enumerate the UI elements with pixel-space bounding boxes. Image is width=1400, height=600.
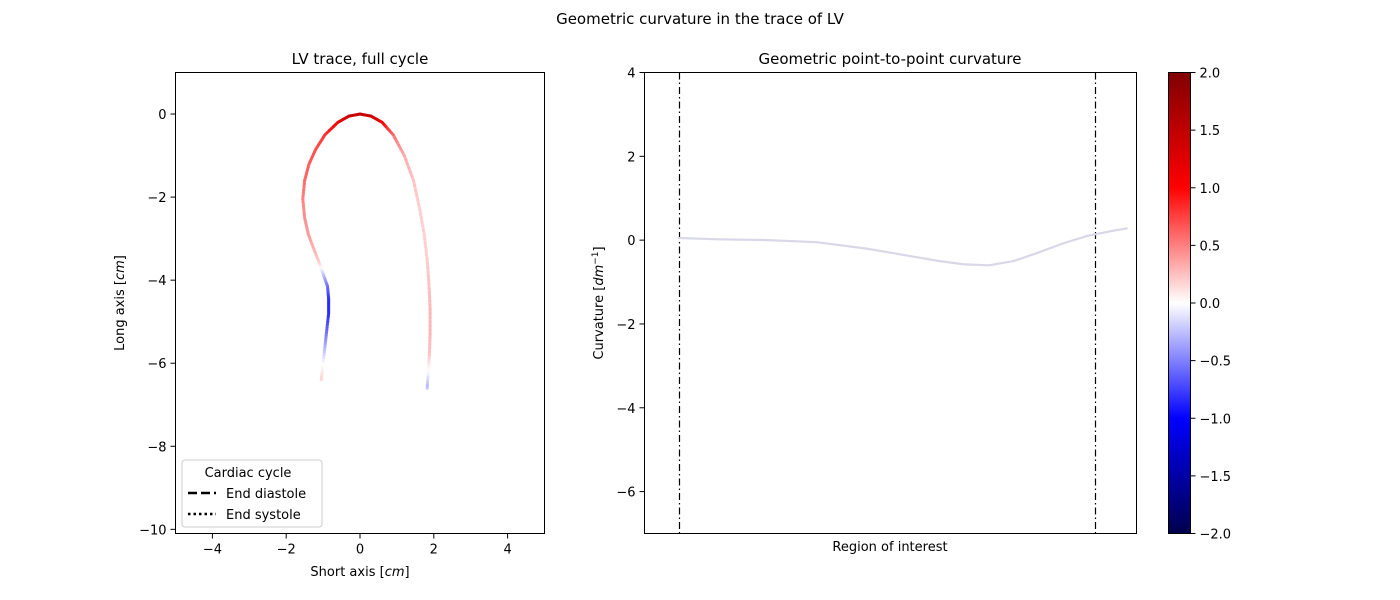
trace-y-tick-label: −10 [139, 523, 166, 538]
curvature-panel-title: Geometric point-to-point curvature [759, 50, 1022, 68]
colorbar-tick-label: 1.0 [1200, 182, 1221, 197]
trace-y-tick-label: −4 [147, 274, 166, 289]
curvature-plot-frame [644, 72, 1137, 534]
trace-panel: LV trace, full cycle −4 −2 0 2 4 0 −2 −4 −6 −8 −10… [113, 50, 545, 580]
trace-y-tick-label: −8 [147, 440, 166, 455]
figure-title: Geometric curvature in the trace of LV [556, 10, 845, 28]
legend-entry-end-diastole: End diastole [226, 487, 306, 502]
colorbar-tick-label: −1.0 [1200, 412, 1232, 427]
colorbar-tick-label: 1.5 [1200, 124, 1221, 139]
curvature-panel: Geometric point-to-point curvature 4 2 0 −2… [591, 50, 1137, 555]
trace-x-tick-label: 0 [356, 543, 364, 558]
colorbar-tick-label: 0.0 [1200, 297, 1221, 312]
trace-panel-title: LV trace, full cycle [292, 50, 429, 68]
colorbar-tick-label: −1.5 [1200, 470, 1232, 485]
legend-title: Cardiac cycle [205, 466, 292, 481]
colorbar-tick-label: 0.5 [1200, 239, 1221, 254]
trace-x-axis-label: Short axis [cm] [310, 565, 409, 580]
curvature-y-tick-label: −4 [616, 402, 635, 417]
trace-x-tick-label: −4 [203, 543, 222, 558]
colorbar-gradient [1168, 72, 1191, 534]
colorbar-tick-label: 2.0 [1200, 67, 1221, 82]
colorbar-tick-label: −2.0 [1200, 528, 1232, 543]
trace-y-tick-label: 0 [158, 108, 166, 123]
trace-plot-frame [175, 72, 545, 534]
curvature-y-tick-label: 4 [627, 67, 635, 82]
legend-entry-end-systole: End systole [226, 508, 301, 523]
curvature-y-tick-label: 2 [627, 150, 635, 165]
curvature-y-tick-label: −2 [616, 318, 635, 333]
curvature-curve [677, 227, 1128, 267]
trace-y-axis-label: Long axis [cm] [113, 255, 128, 351]
trace-y-tick-label: −2 [147, 191, 166, 206]
trace-x-tick-label: −2 [277, 543, 296, 558]
legend: Cardiac cycle End diastole End systole [181, 459, 323, 528]
trace-x-tick-label: 4 [503, 543, 511, 558]
legend-box [181, 459, 323, 528]
curvature-y-tick-label: 0 [627, 234, 635, 249]
lv-trace [301, 112, 432, 390]
trace-y-tick-label: −6 [147, 357, 166, 372]
curvature-y-tick-label: −6 [616, 486, 635, 501]
colorbar: 2.0 1.5 1.0 0.5 0.0 −0.5 −1.0 −1.5 −2.0 [1168, 67, 1231, 543]
curvature-y-axis-label: Curvature [dm−1] [591, 246, 607, 359]
colorbar-tick-label: −0.5 [1200, 355, 1232, 370]
curvature-x-axis-label: Region of interest [832, 540, 947, 555]
trace-x-tick-label: 2 [430, 543, 438, 558]
